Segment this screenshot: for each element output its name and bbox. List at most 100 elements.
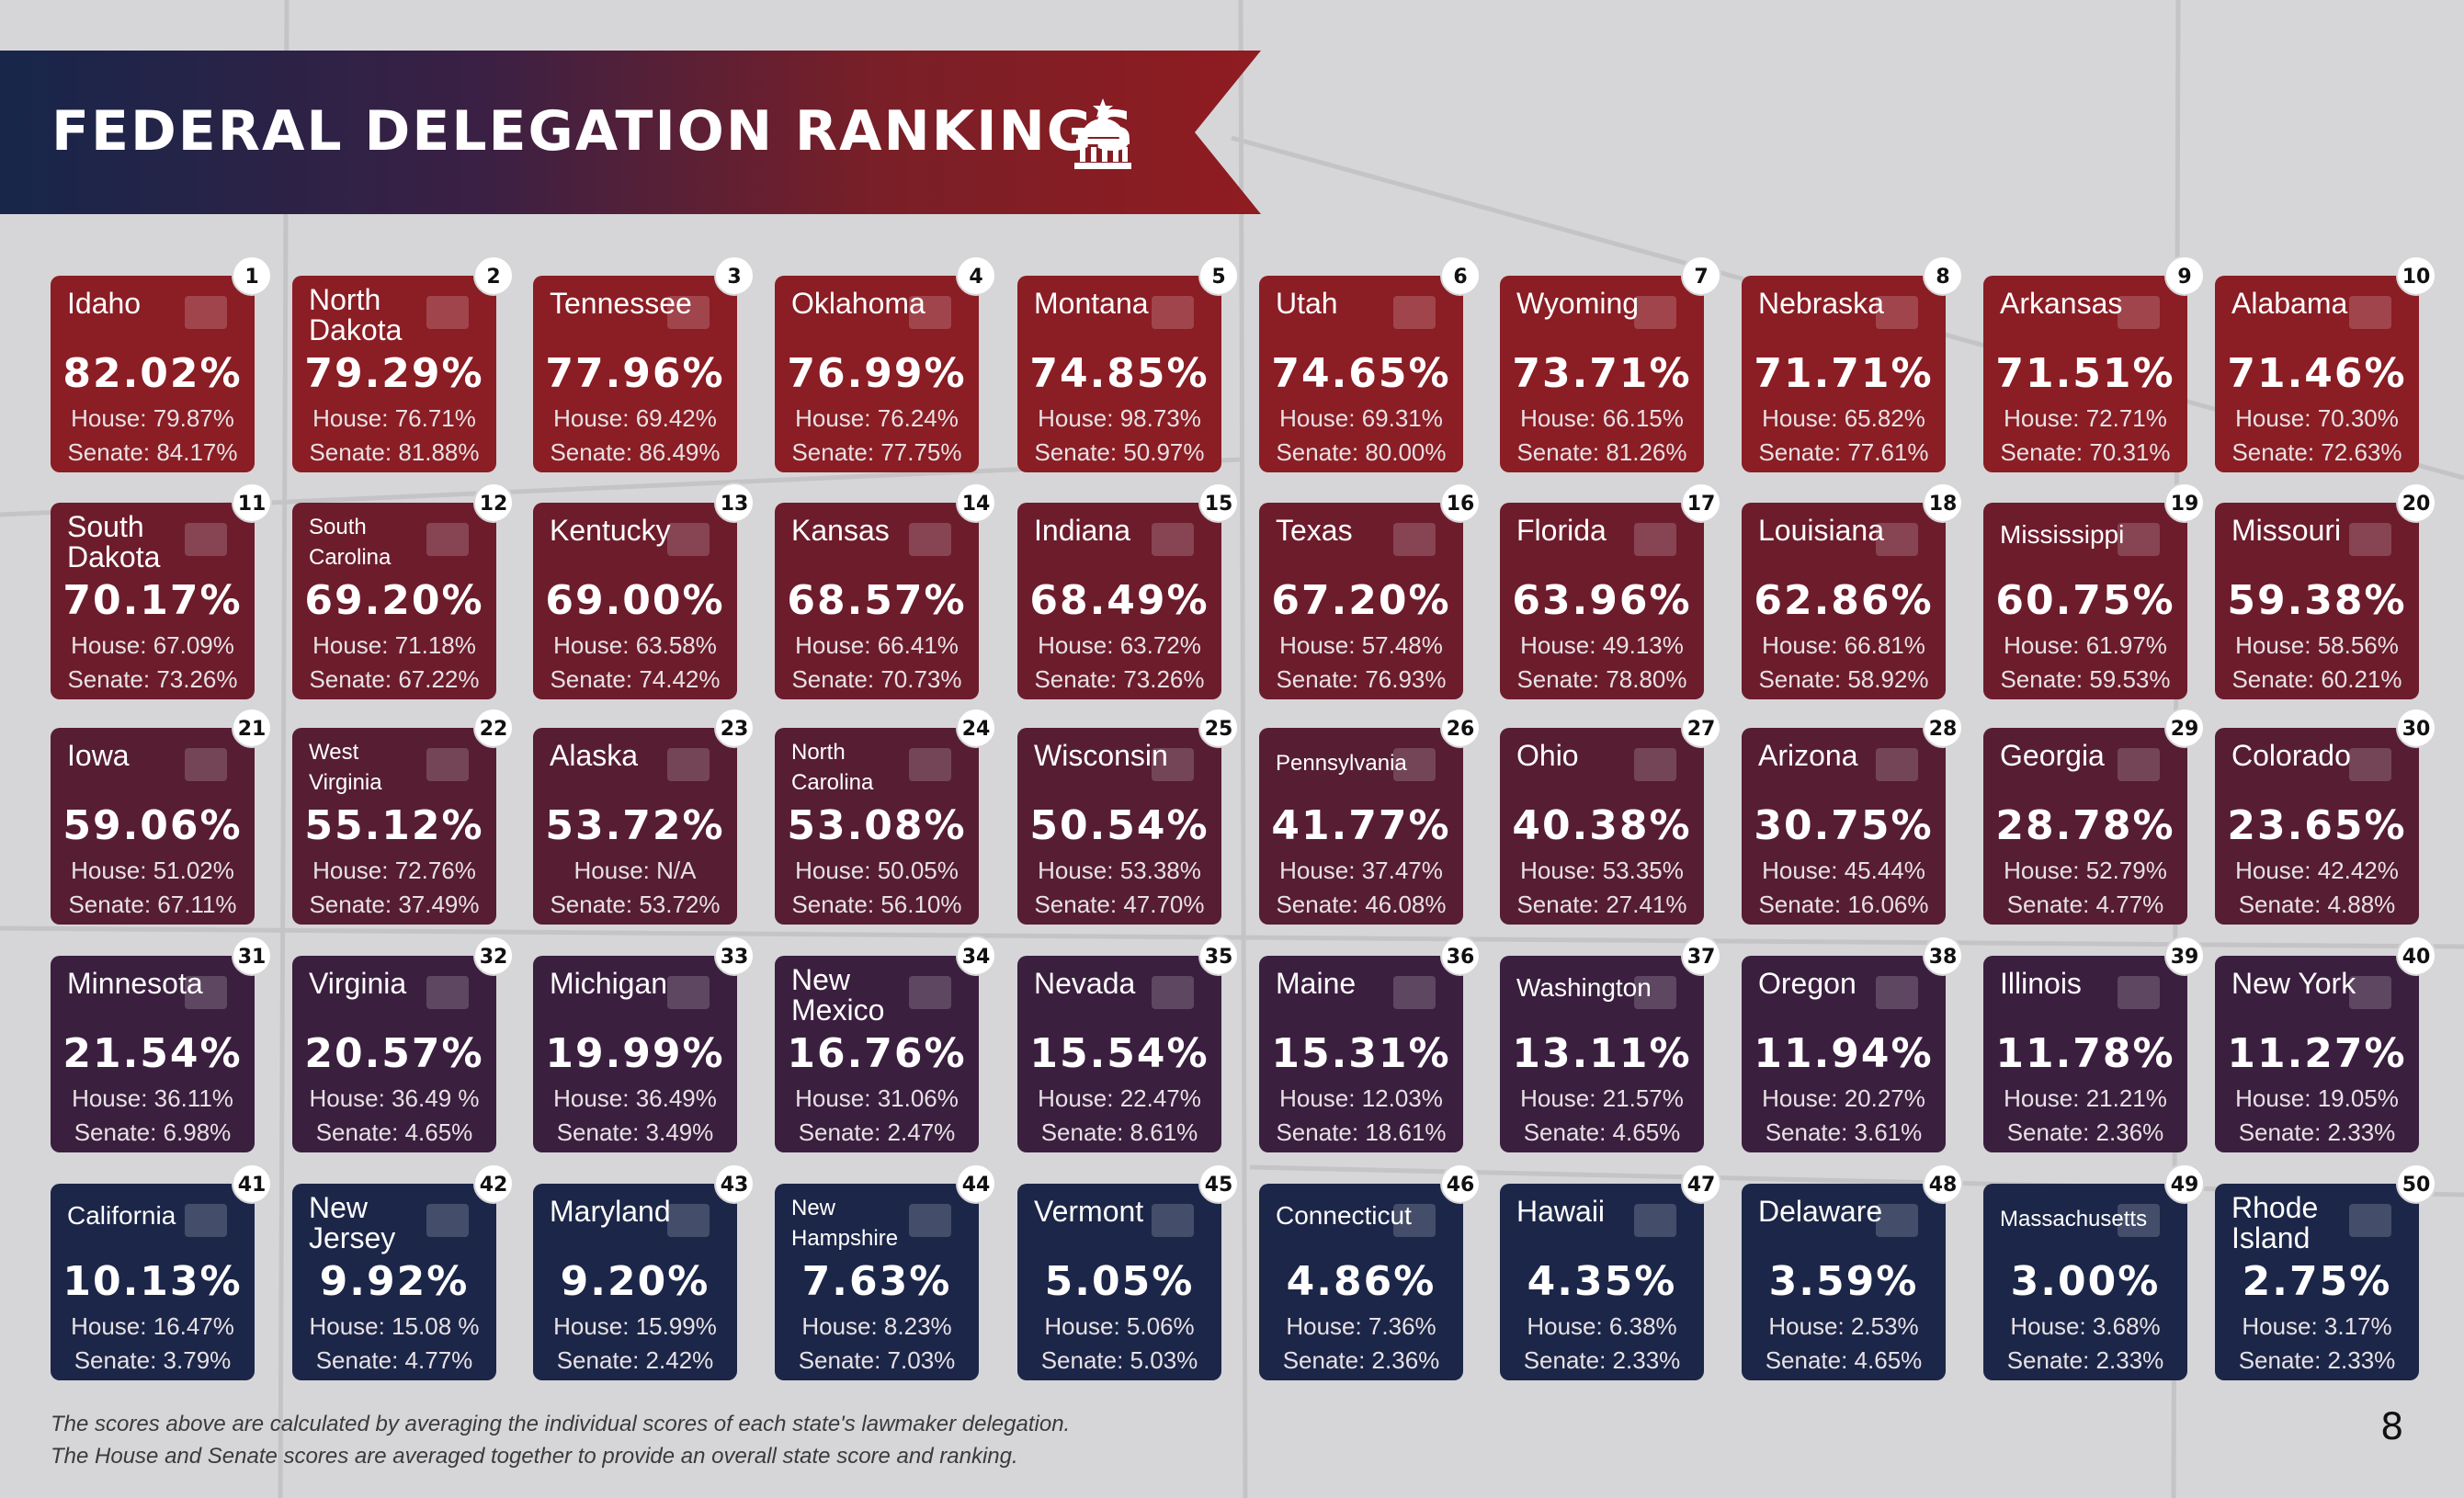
state-shape-icon bbox=[1152, 1204, 1194, 1237]
state-shape-icon bbox=[1152, 296, 1194, 329]
house-score: House: 36.49 % bbox=[309, 1084, 480, 1112]
state-name: Vermont bbox=[1034, 1195, 1144, 1228]
state-card: New York 11.27% House: 19.05% Senate: 2.33% bbox=[2215, 956, 2419, 1152]
state-card: Florida 63.96% House: 49.13% Senate: 78.80% bbox=[1500, 503, 1704, 699]
senate-score: Senate: 2.33% bbox=[2238, 1118, 2396, 1146]
state-shape-icon bbox=[1634, 296, 1676, 329]
senate-score: Senate: 2.42% bbox=[556, 1346, 714, 1374]
state-name: Ohio bbox=[1516, 739, 1579, 772]
state-name: Louisiana bbox=[1758, 514, 1884, 547]
state-score: 63.96% bbox=[1512, 577, 1692, 624]
house-score: House: 6.38% bbox=[1527, 1312, 1677, 1340]
state-shape-icon bbox=[1634, 523, 1676, 556]
state-score: 16.76% bbox=[787, 1030, 967, 1077]
state-shape-icon bbox=[1876, 976, 1918, 1009]
senate-score: Senate: 4.77% bbox=[2006, 891, 2164, 918]
state-card: Alabama 71.46% House: 70.30% Senate: 72.63% bbox=[2215, 276, 2419, 472]
rank-badge: 18 bbox=[1923, 482, 1963, 523]
house-score: House: 66.41% bbox=[795, 631, 959, 659]
title-banner: FEDERAL DELEGATION RANKINGS bbox=[0, 51, 1261, 214]
state-card: Wisconsin 50.54% House: 53.38% Senate: 47.7… bbox=[1017, 728, 1221, 925]
page-number: 8 bbox=[2380, 1406, 2404, 1448]
senate-score: Senate: 80.00% bbox=[1276, 438, 1447, 466]
state-name: Kentucky bbox=[550, 514, 671, 547]
state-shape-icon bbox=[1393, 976, 1436, 1009]
state-card: Connecticut 4.86% House: 7.36% Senate: 2.36… bbox=[1259, 1184, 1463, 1380]
rank-badge: 49 bbox=[2164, 1163, 2205, 1204]
rank-badge: 22 bbox=[473, 708, 514, 748]
state-card: New Mexico 16.76% House: 31.06% Senate: 2.4… bbox=[775, 956, 979, 1152]
rank-badge: 26 bbox=[1440, 708, 1481, 748]
house-score: House: 21.57% bbox=[1520, 1084, 1684, 1112]
state-card: Tennessee 77.96% House: 69.42% Senate: 86.4… bbox=[533, 276, 737, 472]
house-score: House: 36.49% bbox=[553, 1084, 717, 1112]
house-score: House: 21.21% bbox=[2004, 1084, 2167, 1112]
state-shape-icon bbox=[1634, 976, 1676, 1009]
state-shape-icon bbox=[667, 1204, 710, 1237]
house-score: House: 65.82% bbox=[1762, 404, 1925, 432]
house-score: House: 15.08 % bbox=[309, 1312, 480, 1340]
house-score: House: 63.58% bbox=[553, 631, 717, 659]
rank-badge: 32 bbox=[473, 936, 514, 976]
state-name: Illinois bbox=[2000, 967, 2082, 1000]
rank-badge: 47 bbox=[1681, 1163, 1721, 1204]
state-card: Texas 67.20% House: 57.48% Senate: 76.93% bbox=[1259, 503, 1463, 699]
house-score: House: 76.71% bbox=[312, 404, 476, 432]
state-name: Connecticut bbox=[1276, 1201, 1412, 1230]
state-score: 71.51% bbox=[1995, 350, 2175, 397]
rank-badge: 27 bbox=[1681, 708, 1721, 748]
state-card: Utah 74.65% House: 69.31% Senate: 80.00% bbox=[1259, 276, 1463, 472]
senate-score: Senate: 70.31% bbox=[2000, 438, 2171, 466]
state-name: Missouri bbox=[2231, 514, 2342, 547]
state-shape-icon bbox=[1152, 748, 1194, 781]
house-score: House: 16.47% bbox=[71, 1312, 234, 1340]
house-score: House: 61.97% bbox=[2004, 631, 2167, 659]
rank-badge: 29 bbox=[2164, 708, 2205, 748]
page-title: FEDERAL DELEGATION RANKINGS bbox=[51, 99, 1136, 164]
state-name: Montana bbox=[1034, 287, 1149, 320]
house-score: House: 57.48% bbox=[1279, 631, 1443, 659]
state-name: Alabama bbox=[2231, 287, 2348, 320]
state-name: California bbox=[67, 1201, 176, 1230]
rank-badge: 10 bbox=[2396, 255, 2436, 296]
state-card: Iowa 59.06% House: 51.02% Senate: 67.11% bbox=[51, 728, 255, 925]
state-shape-icon bbox=[1876, 748, 1918, 781]
state-card: Kansas 68.57% House: 66.41% Senate: 70.73% bbox=[775, 503, 979, 699]
state-shape-icon bbox=[1152, 976, 1194, 1009]
state-shape-icon bbox=[2349, 296, 2391, 329]
state-shape-icon bbox=[426, 523, 469, 556]
state-score: 60.75% bbox=[1995, 577, 2175, 624]
house-score: House: 66.15% bbox=[1520, 404, 1684, 432]
house-score: House: 70.30% bbox=[2235, 404, 2399, 432]
state-shape-icon bbox=[909, 748, 951, 781]
rank-badge: 6 bbox=[1440, 255, 1481, 296]
state-shape-icon bbox=[2118, 748, 2160, 781]
rank-badge: 50 bbox=[2396, 1163, 2436, 1204]
senate-score: Senate: 8.61% bbox=[1040, 1118, 1198, 1146]
state-shape-icon bbox=[1393, 523, 1436, 556]
state-card: Arkansas 71.51% House: 72.71% Senate: 70.31… bbox=[1983, 276, 2187, 472]
senate-score: Senate: 70.73% bbox=[791, 665, 962, 693]
house-score: House: 58.56% bbox=[2235, 631, 2399, 659]
state-shape-icon bbox=[1634, 748, 1676, 781]
state-shape-icon bbox=[909, 1204, 951, 1237]
rank-badge: 14 bbox=[956, 482, 996, 523]
senate-score: Senate: 67.22% bbox=[309, 665, 480, 693]
rank-badge: 33 bbox=[714, 936, 755, 976]
state-score: 11.78% bbox=[1995, 1030, 2175, 1077]
state-score: 68.49% bbox=[1029, 577, 1209, 624]
state-shape-icon bbox=[2349, 1204, 2391, 1237]
state-shape-icon bbox=[2349, 976, 2391, 1009]
state-shape-icon bbox=[426, 296, 469, 329]
rank-badge: 2 bbox=[473, 255, 514, 296]
house-score: House: 71.18% bbox=[312, 631, 476, 659]
house-score: House: 20.27% bbox=[1762, 1084, 1925, 1112]
senate-score: Senate: 27.41% bbox=[1516, 891, 1687, 918]
state-score: 11.94% bbox=[1754, 1030, 1934, 1077]
rank-badge: 46 bbox=[1440, 1163, 1481, 1204]
house-score: House: 12.03% bbox=[1279, 1084, 1443, 1112]
state-name: Delaware bbox=[1758, 1195, 1883, 1228]
state-card: Nebraska 71.71% House: 65.82% Senate: 77.61… bbox=[1742, 276, 1946, 472]
state-card: North Dakota 79.29% House: 76.71% Senate: 8… bbox=[292, 276, 496, 472]
senate-score: Senate: 50.97% bbox=[1034, 438, 1205, 466]
